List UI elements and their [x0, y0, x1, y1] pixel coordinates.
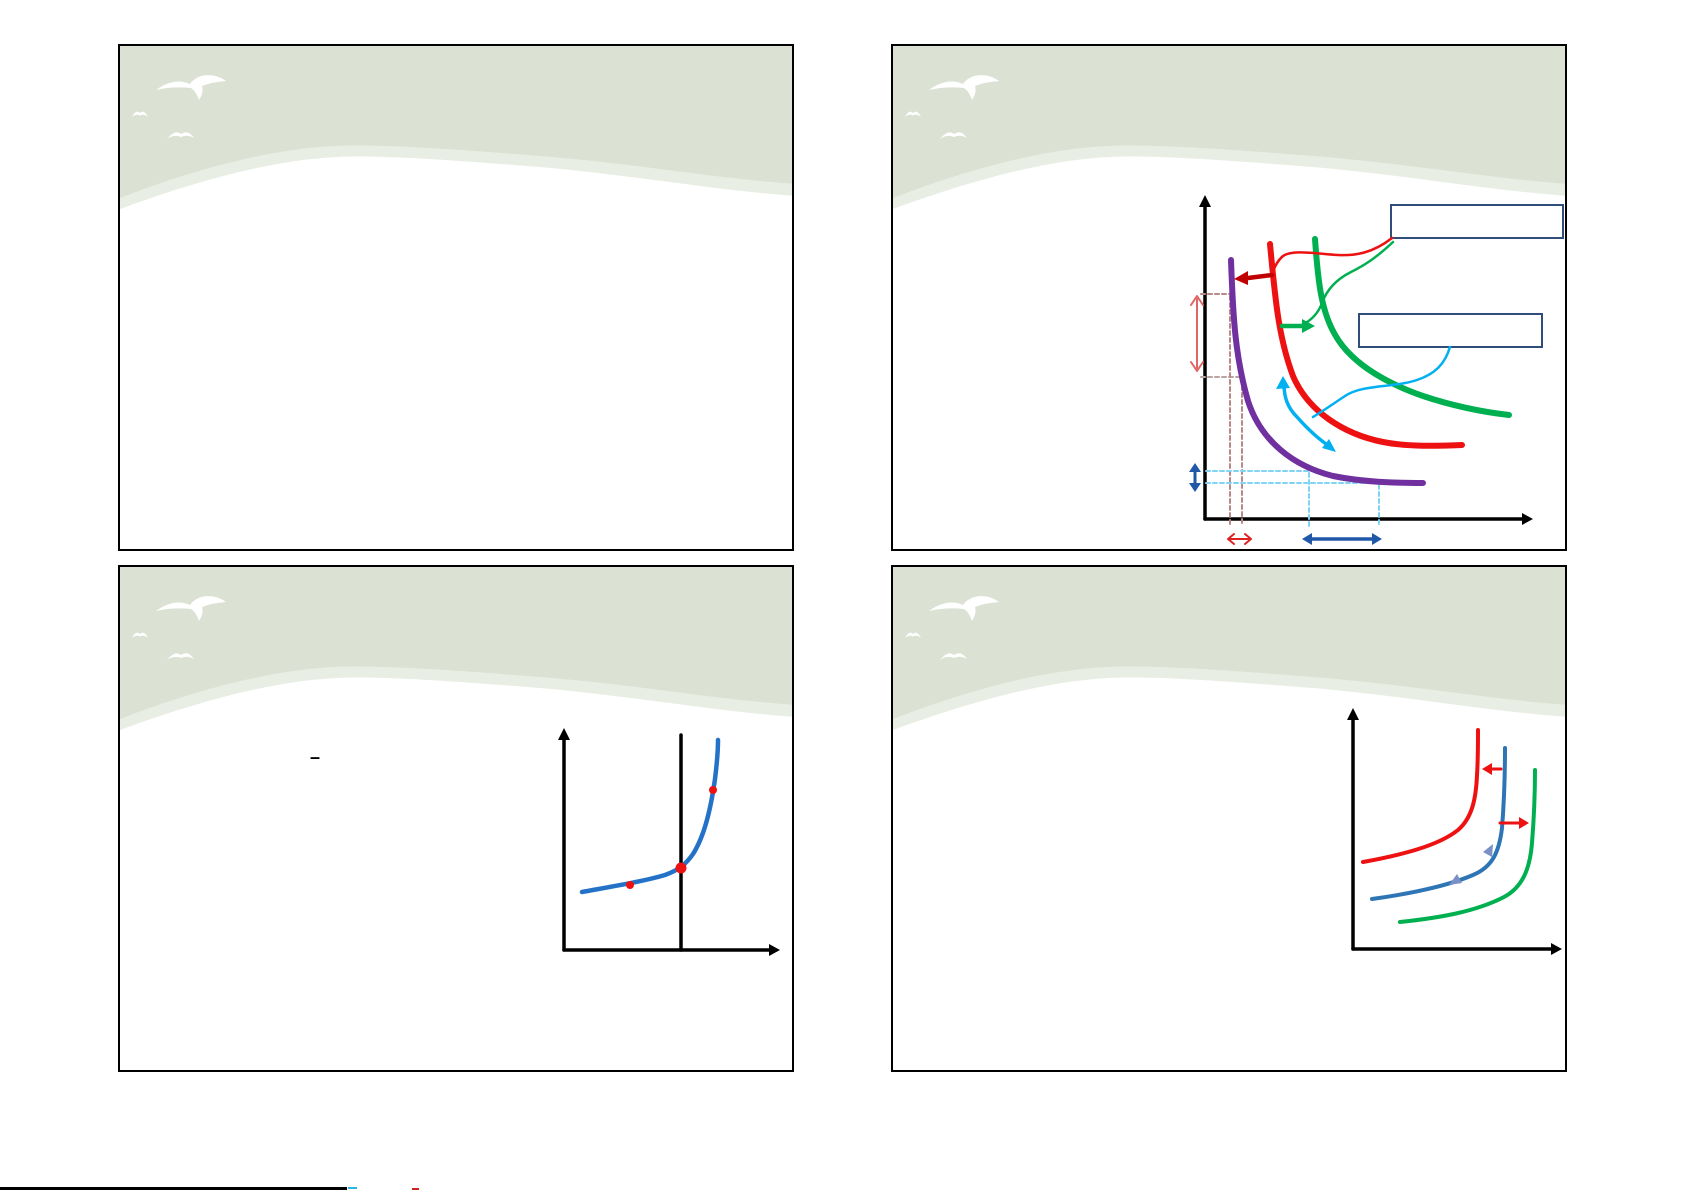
red-horizontal-range-left-head-icon [1227, 533, 1235, 545]
middle-indifference-curve-red [1267, 241, 1465, 449]
slide-top-right-header-wave [893, 46, 1565, 209]
bird-medium-icon [167, 653, 194, 660]
wave-main [120, 567, 792, 719]
slide-bottom-right-header-wave [893, 567, 1565, 730]
data-dot-right [709, 786, 717, 794]
outer-indifference-curve-green [1312, 236, 1512, 418]
bird-large-gull-icon [156, 75, 226, 100]
pink-vertical-range-up-head-icon [1190, 295, 1204, 306]
blue-down-along-curve-arrowhead-icon [1449, 874, 1462, 885]
bird-medium-icon [940, 132, 967, 139]
bird-large-gull-icon-shape [156, 596, 226, 621]
rising-curve-with-dots-figure: – [310, 728, 780, 956]
cyan-curved-double-arrow-shaft [1282, 382, 1331, 448]
red-fragment [412, 1188, 419, 1190]
bird-large-gull-icon-shape [929, 596, 999, 621]
blue-horizontal-range-left-head-icon [1302, 533, 1312, 545]
data-dot-left [626, 881, 634, 889]
bird-large-gull-icon [929, 596, 999, 621]
cyan-fragment [348, 1187, 357, 1189]
green-leader-line [1300, 240, 1395, 327]
y-axis-arrowhead-icon [1347, 708, 1359, 720]
original-curve-blue [1370, 746, 1507, 901]
x-axis-arrowhead-icon [769, 944, 780, 956]
cutoff-black-line [0, 1187, 347, 1190]
pink-vertical-range-down-head-icon [1190, 361, 1204, 372]
red-horizontal-range-right-head-icon [1244, 533, 1252, 545]
left-shifted-curve-red [1361, 728, 1480, 864]
bird-medium-icon-shape [940, 132, 967, 139]
bird-medium-icon-shape [167, 653, 194, 660]
bird-medium-icon-shape [940, 653, 967, 660]
shifted-j-curves-figure [1347, 708, 1562, 955]
cyan-double-arrow-down-head-icon [1322, 439, 1336, 452]
slide-top-left-header-wave [120, 46, 792, 209]
rising-convex-curve-blue [579, 737, 721, 895]
cyan-double-arrow-up-head-icon [1276, 376, 1290, 389]
red-shift-arrowhead-icon [1234, 271, 1248, 285]
inner-indifference-curve-purple [1228, 257, 1426, 486]
red-left-arrowhead-icon [1482, 763, 1492, 775]
slide-bottom-left: – [118, 565, 794, 1072]
red-shift-arrow-shaft [1245, 272, 1275, 281]
bird-large-gull-icon [156, 596, 226, 621]
wave-main [120, 46, 792, 198]
green-shift-arrowhead-icon [1302, 319, 1315, 333]
wave-main [893, 567, 1565, 719]
bird-medium-icon-shape [167, 132, 194, 139]
bird-small-icon [132, 632, 148, 638]
bird-medium-icon [940, 653, 967, 660]
red-right-arrowhead-icon [1519, 817, 1529, 829]
wave-main [893, 46, 1565, 198]
slide-bottom-right [891, 565, 1567, 1072]
red-leader-line [1270, 236, 1394, 276]
callout-box-upper [1390, 204, 1564, 239]
cyan-leader-line [1311, 345, 1452, 419]
slide-top-right [891, 44, 1567, 551]
bird-small-icon [905, 111, 921, 117]
slide-bottom-left-header-wave [120, 567, 792, 730]
bird-small-icon-shape [132, 632, 148, 638]
bird-large-gull-icon-shape [156, 75, 226, 100]
bird-large-gull-icon [929, 75, 999, 100]
bird-large-gull-icon-shape [929, 75, 999, 100]
bird-small-icon [905, 632, 921, 638]
blue-vertical-range-up-head-icon [1189, 463, 1201, 472]
bird-small-icon-shape [905, 632, 921, 638]
slide-top-left [118, 44, 794, 551]
blue-vertical-range-down-head-icon [1189, 483, 1201, 492]
blue-up-along-curve-arrowhead-icon [1483, 844, 1493, 857]
y-axis-arrowhead-icon [1199, 195, 1211, 207]
bird-small-icon-shape [132, 111, 148, 117]
floating-dash-text: – [310, 747, 320, 767]
bird-small-icon [132, 111, 148, 117]
data-dot-middle [675, 862, 687, 874]
x-axis-arrowhead-icon [1551, 943, 1562, 955]
x-axis-arrowhead-icon [1522, 513, 1533, 525]
bird-medium-icon [167, 132, 194, 139]
right-shifted-curve-green [1398, 768, 1537, 924]
callout-box-lower [1358, 313, 1543, 348]
y-axis-arrowhead-icon [558, 728, 570, 740]
bird-small-icon-shape [905, 111, 921, 117]
indifference-curves-shift-figure [1189, 195, 1564, 545]
blue-horizontal-range-right-head-icon [1372, 533, 1382, 545]
